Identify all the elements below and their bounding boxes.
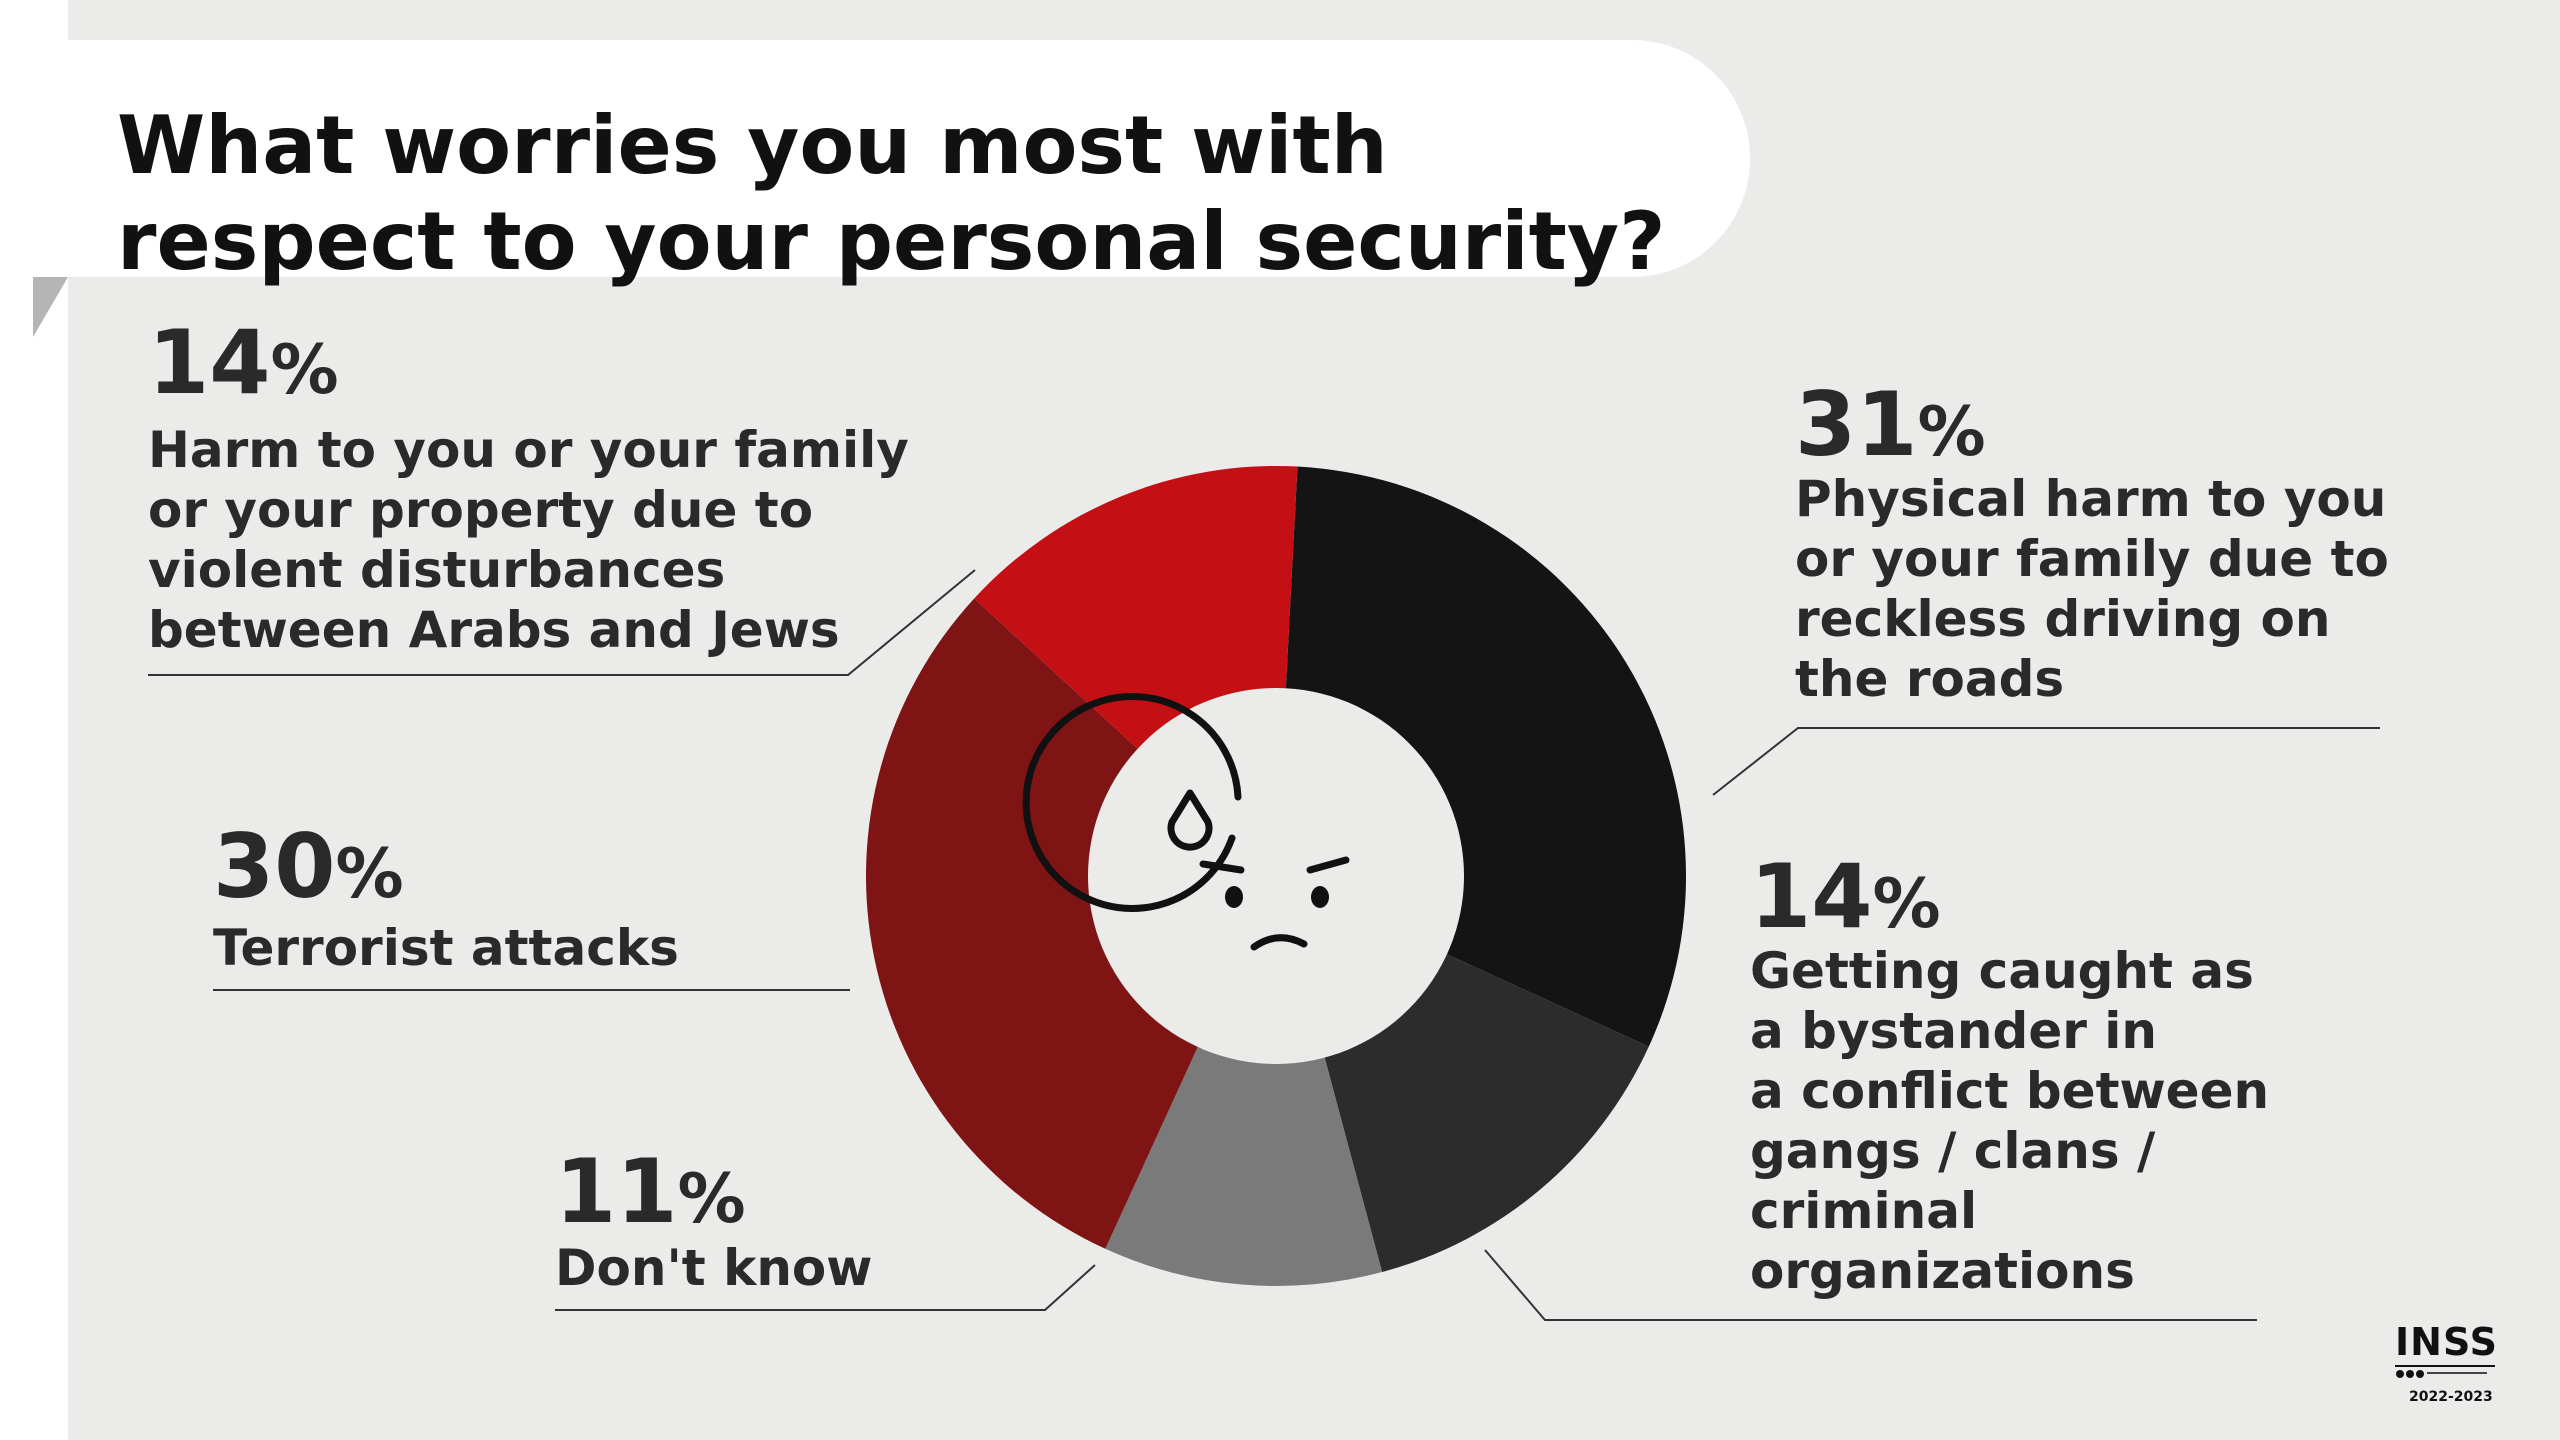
pct-label-dontknow: 11% xyxy=(555,1140,746,1243)
title-banner: What worries you most with respect to yo… xyxy=(0,40,1750,288)
label-line: Getting caught as xyxy=(1750,942,2254,1000)
slice-label-dontknow: Don't know xyxy=(555,1238,872,1298)
pct-label-riots: 14% xyxy=(148,311,339,414)
slice-label-gangs: Getting caught as a bystander in a confl… xyxy=(1750,941,2269,1301)
label-line: Harm to you or your family xyxy=(148,421,909,479)
donut-hole xyxy=(1088,688,1464,1064)
title-banner-tail xyxy=(33,277,68,337)
leader-line-road xyxy=(1712,727,2380,796)
label-line: between Arabs and Jews xyxy=(148,601,840,659)
label-line: Physical harm to you xyxy=(1795,470,2387,528)
inss-logo: INSS 2022-2023 xyxy=(2395,1322,2515,1406)
label-line: a conflict between xyxy=(1750,1062,2270,1120)
pct-label-terror: 30% xyxy=(213,815,404,918)
slice-label-riots: Harm to you or your family or your prope… xyxy=(148,420,909,660)
slice-dontknow xyxy=(1105,876,1383,1286)
label-line: gangs / clans / xyxy=(1750,1122,2156,1180)
logo-emblem xyxy=(2395,1365,2495,1378)
label-line: the roads xyxy=(1795,650,2065,708)
label-line: Terrorist attacks xyxy=(213,919,679,977)
slice-terror xyxy=(865,598,1276,1249)
label-line: or your family due to xyxy=(1795,530,2389,588)
pct-label-gangs: 14% xyxy=(1750,845,1941,948)
slice-label-terror: Terrorist attacks xyxy=(213,918,679,978)
label-line: a bystander in xyxy=(1750,1002,2158,1060)
label-line: organizations xyxy=(1750,1242,2135,1300)
label-line: Don't know xyxy=(555,1239,873,1297)
leader-line-riots xyxy=(148,569,976,676)
slice-label-road: Physical harm to you or your family due … xyxy=(1795,469,2389,709)
label-line: or your property due to xyxy=(148,481,814,539)
worried-face-icon xyxy=(1022,692,1350,951)
label-line: violent disturbances xyxy=(148,541,726,599)
logo-wordmark: INSS xyxy=(2395,1320,2498,1364)
label-line: criminal xyxy=(1750,1182,1978,1240)
label-line: reckless driving on xyxy=(1795,590,2331,648)
leader-line-gangs xyxy=(1484,1249,2257,1321)
pct-label-road: 31% xyxy=(1795,373,1986,476)
leader-line-dontknow xyxy=(555,1264,1096,1311)
logo-year: 2022-2023 xyxy=(2409,1389,2493,1405)
chart-title: What worries you most with respect to yo… xyxy=(117,99,1666,288)
